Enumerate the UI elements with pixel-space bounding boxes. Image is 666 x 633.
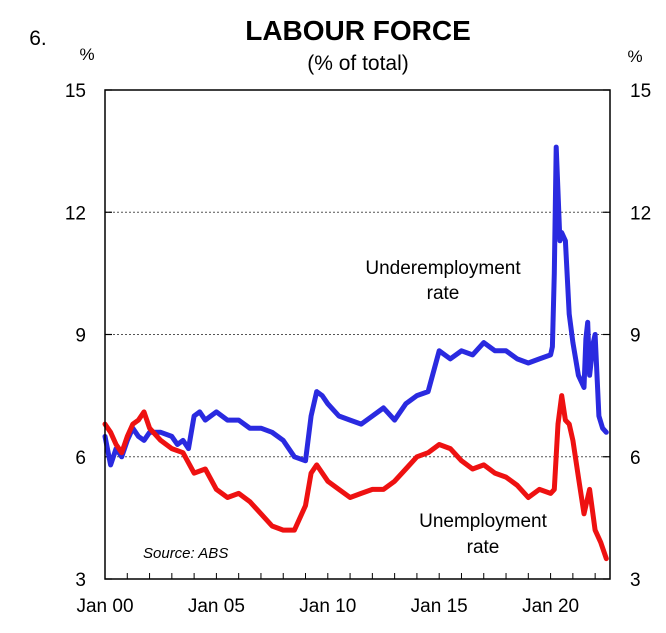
y-tick-label-left: 6 bbox=[75, 448, 86, 469]
y-tick-label-right: 12 bbox=[630, 203, 651, 224]
underemployment-rate-line bbox=[102, 144, 609, 468]
x-axis-labels: Jan 00 Jan 05 Jan 10 Jan 15 Jan 20 bbox=[76, 596, 579, 617]
unemployment-rate-line bbox=[102, 393, 609, 562]
y-tick-label-right: 6 bbox=[630, 448, 641, 469]
y-tick-label-left: 15 bbox=[65, 81, 86, 102]
y-axis-right-labels: 15 12 9 6 3 bbox=[630, 81, 651, 591]
chart-subtitle: (% of total) bbox=[307, 52, 409, 75]
y-tick-label-left: 12 bbox=[65, 203, 86, 224]
y-unit-left: % bbox=[79, 45, 94, 64]
plot-frame bbox=[104, 89, 611, 580]
chart-title: LABOUR FORCE bbox=[245, 15, 471, 46]
chart-number: 6. bbox=[29, 27, 47, 50]
x-tick-label: Jan 05 bbox=[188, 596, 245, 617]
y-tick-label-right: 15 bbox=[630, 81, 651, 102]
underemployment-label-line1: Underemployment bbox=[365, 258, 521, 279]
x-tick-label: Jan 15 bbox=[411, 596, 468, 617]
unemployment-label-line2: rate bbox=[467, 537, 500, 558]
y-unit-right: % bbox=[627, 47, 642, 66]
unemployment-label-line1: Unemployment bbox=[419, 511, 547, 532]
y-tick-label-left: 9 bbox=[75, 326, 86, 347]
y-tick-label-left: 3 bbox=[75, 570, 86, 591]
y-tick-label-right: 3 bbox=[630, 570, 641, 591]
y-tick-label-right: 9 bbox=[630, 326, 641, 347]
x-tick-label: Jan 00 bbox=[76, 596, 133, 617]
gridlines bbox=[105, 211, 610, 458]
x-tick-label: Jan 20 bbox=[522, 596, 579, 617]
series-lines bbox=[102, 144, 609, 562]
source-note: Source: ABS bbox=[143, 545, 228, 562]
x-tick-label: Jan 10 bbox=[299, 596, 356, 617]
underemployment-label-line2: rate bbox=[427, 283, 460, 304]
y-axis-left-labels: 15 12 9 6 3 bbox=[65, 81, 86, 591]
